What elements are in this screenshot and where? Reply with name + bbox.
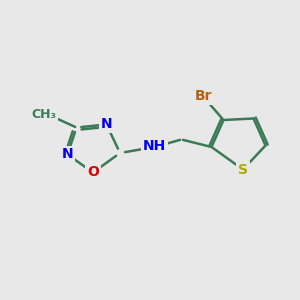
Text: O: O [87,166,99,179]
Text: NH: NH [143,139,166,152]
Text: N: N [62,148,73,161]
Text: N: N [101,118,112,131]
Text: Br: Br [195,89,213,103]
Text: S: S [238,163,248,176]
Text: CH₃: CH₃ [31,107,56,121]
